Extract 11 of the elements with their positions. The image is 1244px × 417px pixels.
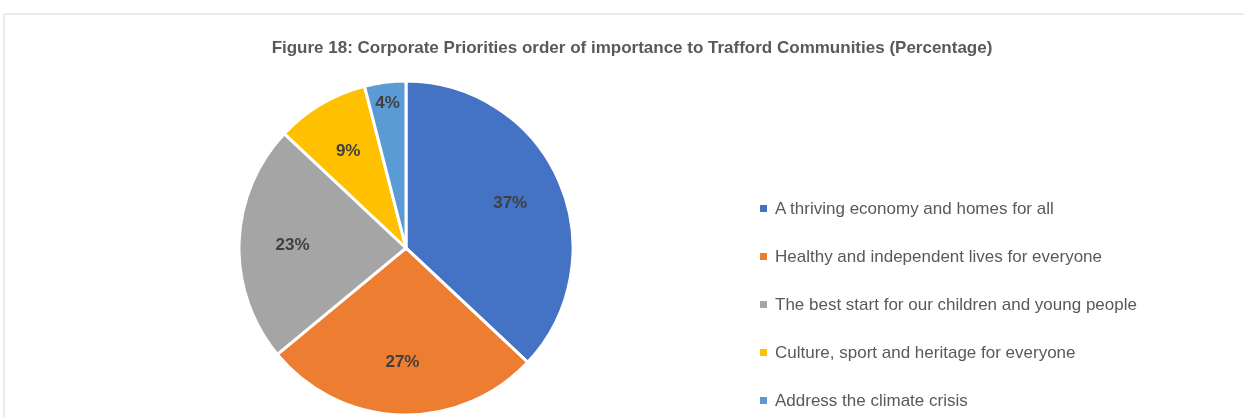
data-label: 4% [375, 92, 400, 112]
chart-title: Figure 18: Corporate Priorities order of importance to Trafford Communities (Percentage) [271, 38, 993, 57]
data-label: 37% [493, 193, 528, 213]
data-label: 27% [385, 352, 420, 371]
legend-label: Healthy and independent lives for everyone [775, 246, 1102, 266]
legend-label: Address the climate crisis [775, 390, 968, 410]
data-label: 23% [275, 234, 310, 254]
legend-label: The best start for our children and young people [775, 294, 1137, 314]
legend-label: A thriving economy and homes for all [775, 198, 1054, 218]
data-label: 9% [335, 140, 361, 160]
legend-label: Culture, sport and heritage for everyone [775, 342, 1076, 362]
